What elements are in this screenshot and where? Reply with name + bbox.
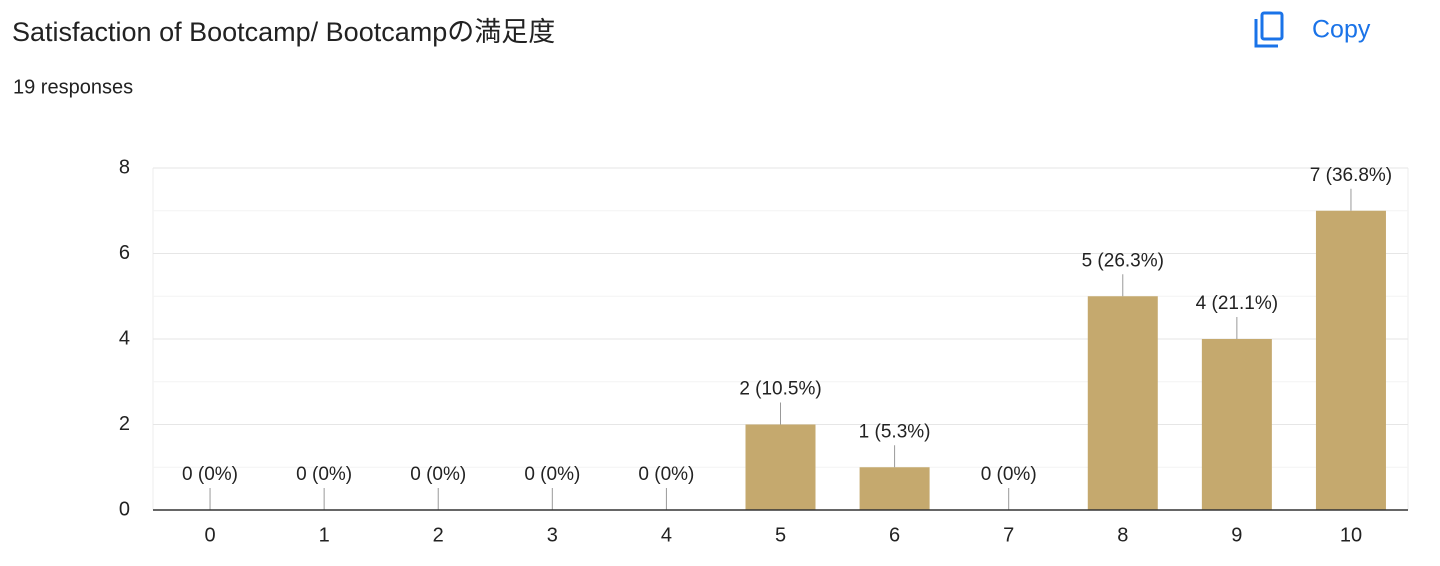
- data-label: 4 (21.1%): [1196, 293, 1278, 314]
- bar: [1315, 210, 1386, 510]
- bar: [859, 467, 930, 510]
- y-tick-label: 8: [119, 156, 130, 178]
- x-tick-label: 4: [661, 524, 672, 546]
- copy-button[interactable]: Copy: [1254, 11, 1371, 48]
- y-tick-label: 4: [119, 327, 130, 349]
- bar: [1201, 339, 1272, 510]
- data-label: 0 (0%): [638, 464, 694, 485]
- x-tick-label: 0: [204, 524, 215, 546]
- x-tick-label: 1: [319, 524, 330, 546]
- y-tick-label: 2: [119, 413, 130, 435]
- data-label: 2 (10.5%): [739, 379, 821, 400]
- y-tick-label: 0: [119, 498, 130, 520]
- x-tick-label: 7: [1003, 524, 1014, 546]
- data-label: 0 (0%): [410, 464, 466, 485]
- bar: [745, 424, 816, 510]
- x-tick-label: 10: [1340, 524, 1362, 546]
- chart-title: Satisfaction of Bootcamp/ Bootcampの満足度: [12, 17, 555, 47]
- y-tick-label: 6: [119, 242, 130, 264]
- copy-icon: [1254, 19, 1278, 48]
- data-label: 0 (0%): [182, 464, 238, 485]
- data-label: 0 (0%): [296, 464, 352, 485]
- data-label: 0 (0%): [981, 464, 1037, 485]
- bar: [1087, 296, 1158, 510]
- x-tick-label: 3: [547, 524, 558, 546]
- copy-icon: [1260, 11, 1284, 41]
- chart-subtitle: 19 responses: [13, 76, 133, 98]
- copy-label[interactable]: Copy: [1312, 16, 1371, 44]
- data-label: 5 (26.3%): [1082, 250, 1164, 271]
- x-tick-label: 2: [433, 524, 444, 546]
- data-label: 7 (36.8%): [1310, 165, 1392, 186]
- x-tick-label: 6: [889, 524, 900, 546]
- data-label: 0 (0%): [524, 464, 580, 485]
- x-tick-label: 8: [1117, 524, 1128, 546]
- data-label: 1 (5.3%): [859, 421, 931, 442]
- x-tick-label: 9: [1231, 524, 1242, 546]
- x-tick-label: 5: [775, 524, 786, 546]
